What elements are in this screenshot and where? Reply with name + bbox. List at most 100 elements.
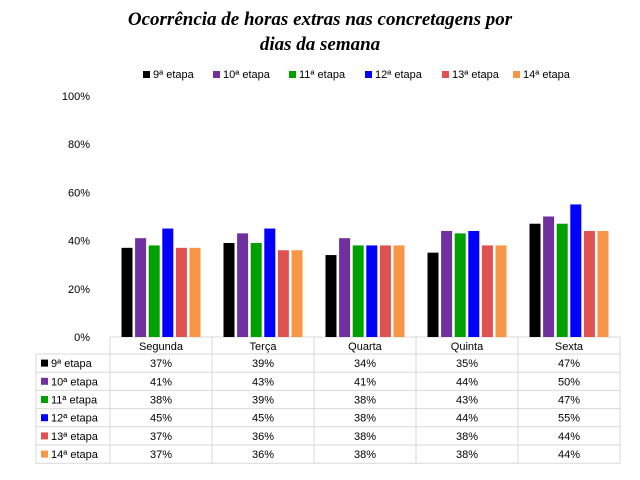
table-cell: 39%	[252, 395, 274, 407]
table-cell: 39%	[252, 358, 274, 370]
table-cell: 38%	[354, 413, 376, 425]
bar	[121, 247, 133, 337]
table-swatch	[41, 432, 48, 440]
bar	[529, 223, 541, 337]
table-swatch	[41, 396, 48, 403]
bar	[237, 233, 249, 337]
table-cell: 38%	[354, 449, 376, 461]
bar	[135, 238, 147, 337]
table-cell: 38%	[456, 449, 478, 461]
table-cell: 47%	[558, 395, 580, 407]
table-cell: 44%	[558, 449, 580, 461]
bar	[481, 245, 493, 337]
y-tick-label: 60%	[68, 187, 90, 199]
category-label: Quinta	[451, 341, 484, 353]
table-cell: 43%	[456, 395, 478, 407]
bar	[441, 230, 453, 337]
table-cell: 38%	[354, 395, 376, 407]
category-label: Terça	[250, 341, 278, 353]
bar	[366, 245, 378, 337]
legend-label: 10ª etapa	[223, 69, 271, 81]
table-cell: 45%	[252, 413, 274, 425]
table-cell: 55%	[558, 413, 580, 425]
chart-title-line-2: dias da semana	[260, 34, 381, 55]
y-tick-label: 40%	[68, 236, 90, 248]
bar	[495, 245, 507, 337]
y-tick-label: 100%	[62, 91, 90, 103]
bar	[352, 245, 364, 337]
bars	[121, 204, 609, 337]
legend-label: 9ª etapa	[153, 69, 195, 81]
legend-swatch	[365, 71, 372, 78]
table-cell: 38%	[150, 395, 172, 407]
bar	[583, 230, 595, 337]
table-cell: 41%	[150, 376, 172, 388]
row-label: 12ª etapa	[51, 413, 99, 425]
bar	[468, 230, 480, 337]
table-cell: 36%	[252, 431, 274, 443]
legend-swatch	[213, 71, 220, 78]
bar	[162, 228, 174, 337]
table-cell: 36%	[252, 449, 274, 461]
bar	[223, 243, 235, 337]
legend-label: 13ª etapa	[452, 69, 500, 81]
bar	[148, 245, 160, 337]
bar	[277, 250, 289, 337]
table-cell: 50%	[558, 376, 580, 388]
table-swatch	[41, 377, 48, 385]
bar	[379, 245, 391, 337]
bar	[189, 247, 201, 337]
data-table: Segunda Terça Quarta Quinta Sexta 9ª etapa 37%…	[35, 337, 621, 464]
bar	[393, 245, 405, 337]
table-swatch	[41, 359, 48, 367]
row-label: 13ª etapa	[51, 431, 99, 443]
bar	[556, 223, 568, 337]
row-label: 10ª etapa	[51, 376, 99, 388]
table-cell: 37%	[150, 358, 172, 370]
table-swatch	[41, 450, 48, 458]
table-cell: 37%	[150, 431, 172, 443]
y-tick-label: 0%	[74, 332, 90, 344]
table-cell: 47%	[558, 358, 580, 370]
category-label: Segunda	[139, 341, 184, 353]
legend-label: 14ª etapa	[523, 69, 571, 81]
legend-label: 12ª etapa	[375, 69, 423, 81]
row-label: 9ª etapa	[51, 358, 93, 370]
table-cell: 44%	[558, 431, 580, 443]
legend-label: 11ª etapa	[299, 69, 346, 81]
table-cell: 34%	[354, 358, 376, 370]
table-cell: 44%	[456, 376, 478, 388]
bar	[250, 243, 262, 337]
row-label: 11ª etapa	[51, 395, 98, 407]
category-label: Quarta	[348, 341, 383, 353]
chart-title-line-1: Ocorrência de horas extras nas concretag…	[128, 9, 513, 30]
table-cell: 35%	[456, 358, 478, 370]
bar	[264, 228, 276, 337]
table-cell: 41%	[354, 376, 376, 388]
bar	[427, 252, 439, 337]
legend-swatch	[143, 71, 150, 78]
bar	[325, 255, 337, 337]
row-label: 14ª etapa	[51, 449, 99, 461]
bar	[543, 216, 555, 337]
bar	[597, 230, 609, 337]
legend-swatch	[289, 71, 296, 78]
category-label: Sexta	[555, 341, 584, 353]
table-cell: 38%	[354, 431, 376, 443]
bar	[339, 238, 351, 337]
legend-swatch	[513, 71, 520, 78]
table-cell: 38%	[456, 431, 478, 443]
table-cell: 44%	[456, 413, 478, 425]
y-tick-label: 20%	[68, 284, 90, 296]
bar	[570, 204, 582, 337]
y-tick-label: 80%	[68, 139, 90, 151]
table-swatch	[41, 414, 48, 422]
bar	[291, 250, 303, 337]
table-cell: 43%	[252, 376, 274, 388]
table-cell: 45%	[150, 413, 172, 425]
legend-swatch	[442, 71, 449, 78]
bar	[454, 233, 466, 337]
legend: 9ª etapa 10ª etapa 11ª etapa 12ª etapa 13ª e…	[143, 69, 571, 81]
table-cell: 37%	[150, 449, 172, 461]
